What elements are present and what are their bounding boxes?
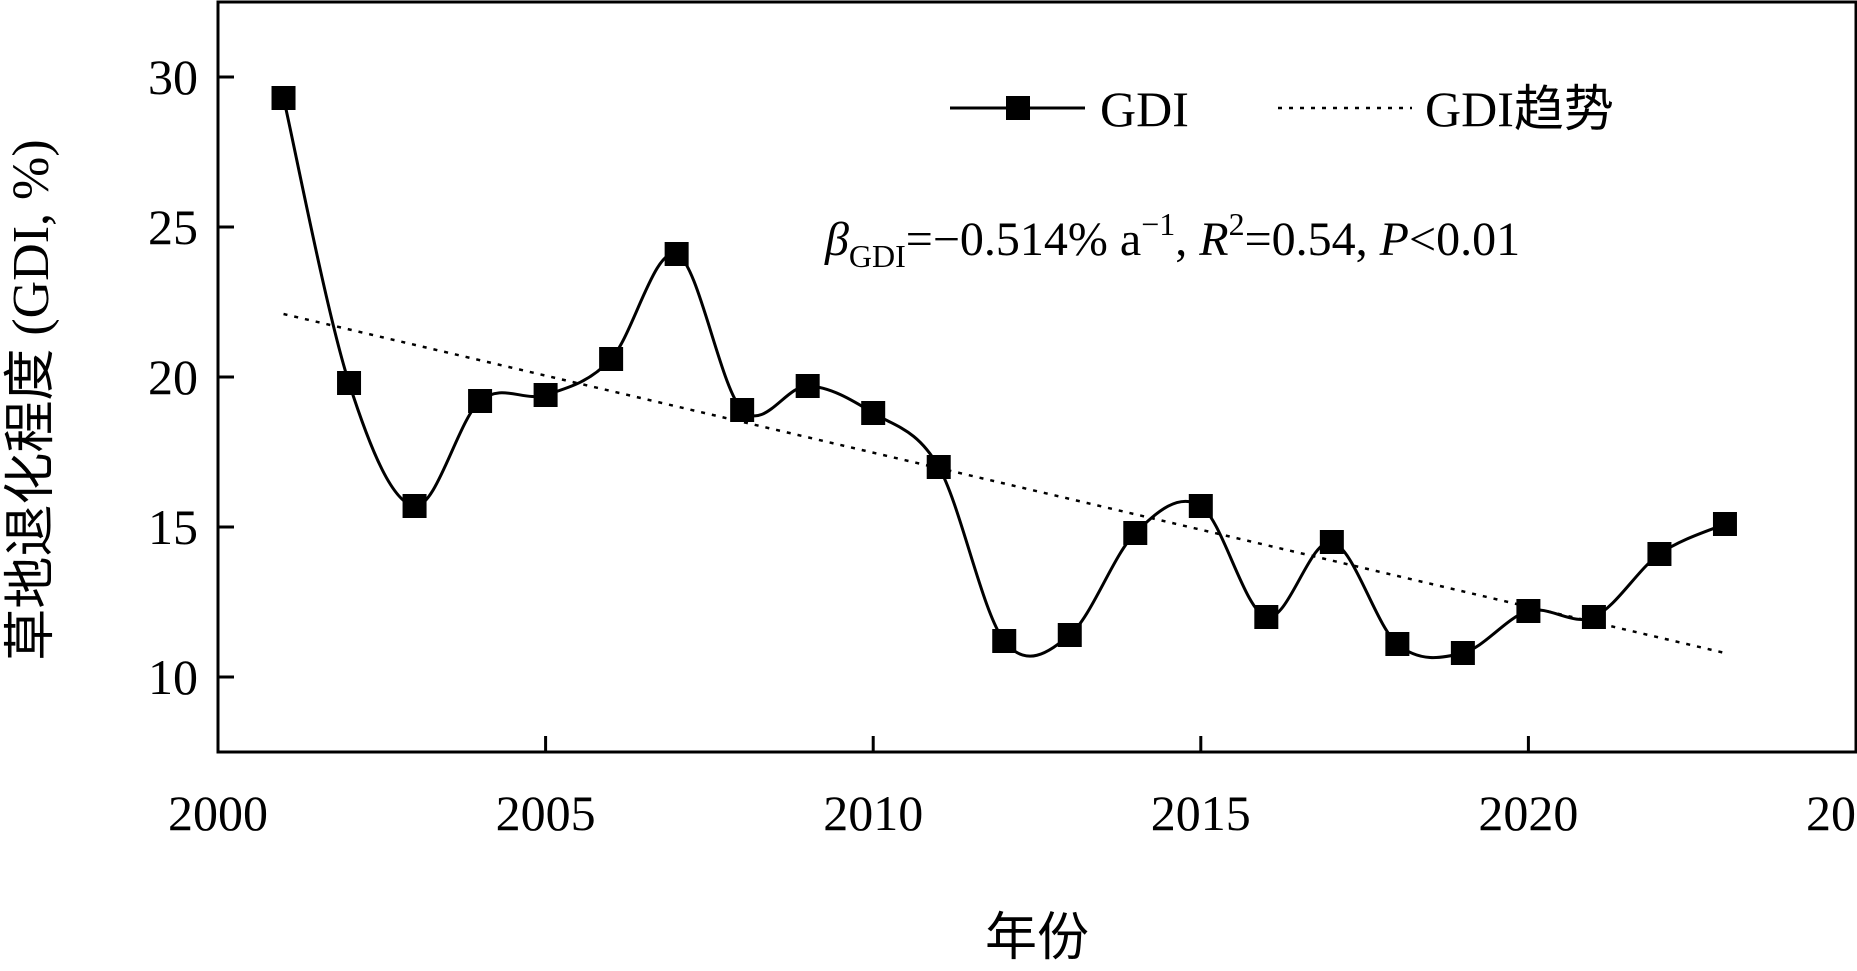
slope-value: =−0.514% a — [906, 213, 1141, 266]
gdi-point — [992, 629, 1017, 653]
gdi-point — [926, 455, 951, 479]
gdi-point — [1188, 494, 1213, 518]
r-squared-value: =0.54, — [1245, 213, 1380, 266]
gdi-point — [533, 383, 558, 407]
gdi-point — [1581, 605, 1606, 629]
x-tick-label: 2010 — [823, 785, 923, 841]
gdi-point — [599, 347, 624, 371]
x-tick-label: 2020 — [1478, 785, 1578, 841]
gdi-point — [1385, 632, 1410, 656]
x-tick-label: 2000 — [168, 785, 268, 841]
r-symbol: R — [1198, 213, 1228, 266]
y-tick-label: 25 — [148, 199, 198, 255]
gdi-point — [468, 389, 493, 413]
r-exponent: 2 — [1229, 206, 1245, 242]
y-axis-ticks: 10 15 20 25 30 — [148, 49, 234, 705]
gdi-point — [337, 371, 362, 395]
gdi-point — [1450, 641, 1475, 665]
x-axis-label: 年份 — [985, 910, 1089, 967]
legend-gdi-marker — [1006, 96, 1030, 120]
p-value: <0.01 — [1409, 213, 1520, 266]
x-tick-label: 2005 — [496, 785, 596, 841]
x-tick-label: 2015 — [1151, 785, 1251, 841]
gdi-point — [1516, 599, 1541, 623]
regression-annotation: βGDI=−0.514% a−1, R2=0.54, P<0.01 — [824, 206, 1520, 274]
gdi-point — [1123, 521, 1148, 545]
trend-layer — [283, 312, 1726, 655]
gdi-point — [730, 398, 755, 422]
unit-exponent: −1 — [1141, 206, 1175, 242]
gdi-series-layer — [271, 86, 1737, 665]
legend: GDI GDI趋势 — [950, 81, 1614, 137]
y-tick-label: 10 — [148, 649, 198, 705]
gdi-point — [1254, 605, 1279, 629]
gdi-point — [1712, 512, 1737, 536]
y-tick-label: 30 — [148, 49, 198, 105]
beta-subscript: GDI — [849, 238, 906, 274]
legend-gdi-label: GDI — [1100, 81, 1189, 137]
gdi-point — [664, 242, 689, 266]
gdi-point — [271, 86, 296, 110]
gdi-point — [861, 401, 886, 425]
gdi-point — [402, 494, 427, 518]
beta-symbol: β — [824, 213, 849, 266]
gdi-point — [795, 374, 820, 398]
comma-separator: , — [1175, 213, 1199, 266]
trend-line — [283, 312, 1726, 655]
gdi-point — [1319, 530, 1344, 554]
y-axis-label: 草地退化程度 (GDI, %) — [3, 139, 60, 660]
gdi-point — [1647, 542, 1672, 566]
y-tick-label: 20 — [148, 349, 198, 405]
y-tick-label: 15 — [148, 499, 198, 555]
gdi-line — [282, 97, 1726, 660]
legend-trend-label: GDI趋势 — [1425, 81, 1614, 137]
p-symbol: P — [1379, 213, 1409, 266]
gdi-point — [1057, 623, 1082, 647]
